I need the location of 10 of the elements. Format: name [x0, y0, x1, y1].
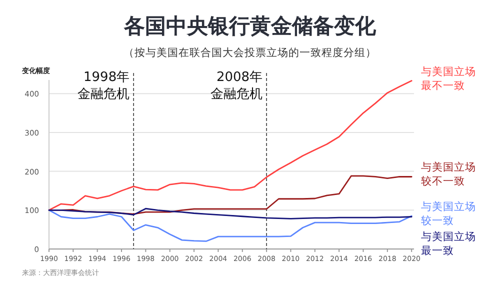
chart-subtitle: （按与美国在联合国大会投票立场的一致程度分组） [124, 46, 376, 59]
chart-title: 各国中央银行黄金储备变化 [123, 14, 377, 38]
series-label: 与美国立场最不一致 [421, 64, 476, 92]
series-label: 与美国立场较一致 [421, 200, 476, 227]
ref-line-label: 2008年金融危机 [210, 70, 263, 102]
ref-line-label: 1998年金融危机 [78, 70, 130, 102]
line-series [48, 209, 412, 242]
series-label: 与美国立场较不一致 [421, 160, 476, 188]
series-label: 与美国立场最一致 [421, 230, 476, 257]
line-series [48, 208, 412, 220]
